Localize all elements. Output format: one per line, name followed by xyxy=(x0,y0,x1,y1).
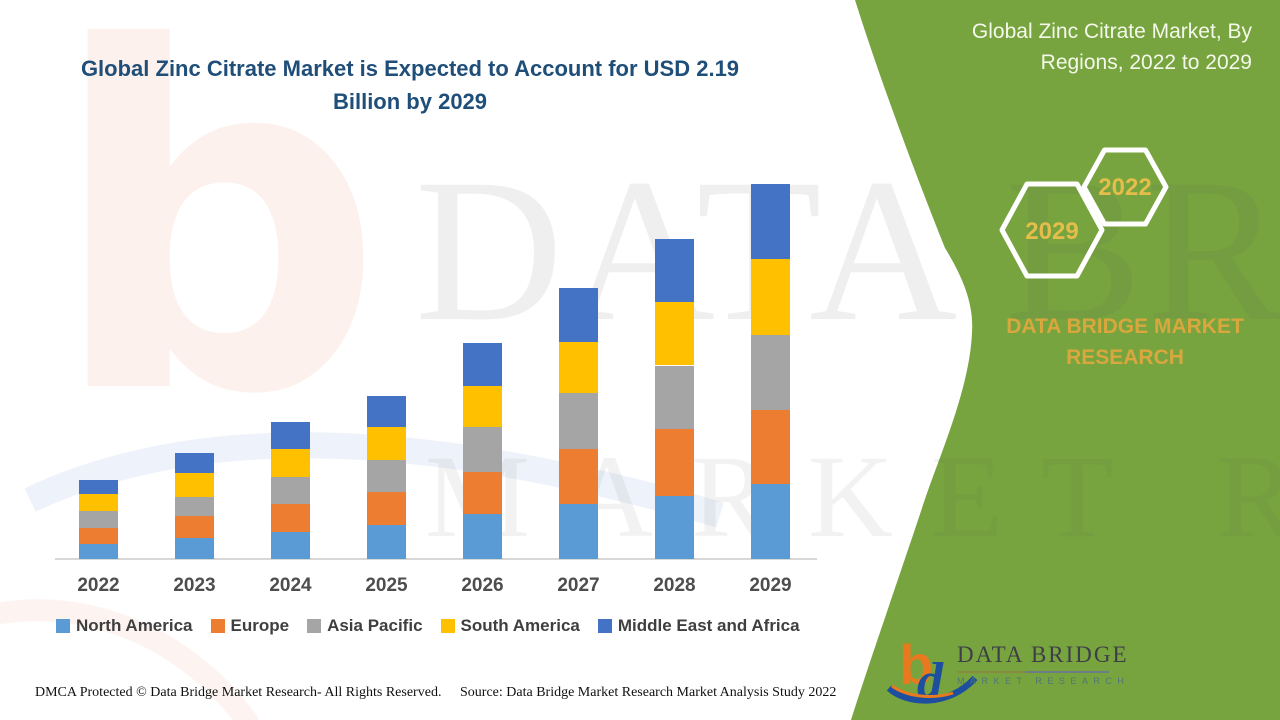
bar-segment-2024-middle-east-and-africa xyxy=(271,422,310,450)
bar-segment-2022-south-america xyxy=(79,493,118,512)
bar-segment-2028-middle-east-and-africa xyxy=(655,238,694,303)
logo-brand-text: DATA BRIDGE xyxy=(957,642,1129,667)
bar-segment-2023-europe xyxy=(175,516,214,539)
legend-swatch-icon xyxy=(56,619,70,633)
bar-segment-2026-asia-pacific xyxy=(463,427,502,472)
panel-title-line2: Regions, 2022 to 2029 xyxy=(1040,51,1252,74)
bar-segment-2024-europe xyxy=(271,504,310,532)
chart-title-line1: Global Zinc Citrate Market is Expected t… xyxy=(80,56,740,81)
bar-segment-2029-asia-pacific xyxy=(751,334,790,410)
legend-item-north-america: North America xyxy=(56,616,193,636)
footer-source: Source: Data Bridge Market Research Mark… xyxy=(460,685,837,700)
panel-title-line1: Global Zinc Citrate Market, By xyxy=(971,20,1252,43)
bar-segment-2027-asia-pacific xyxy=(559,392,598,450)
bar-segment-2022-north-america xyxy=(79,543,118,559)
bar-segment-2027-south-america xyxy=(559,341,598,393)
logo-underline xyxy=(957,671,1109,673)
bar-segment-2022-asia-pacific xyxy=(79,511,118,529)
bar-segment-2026-europe xyxy=(463,471,502,515)
bar-segment-2026-south-america xyxy=(463,386,502,428)
x-axis-label-2023: 2023 xyxy=(173,575,216,596)
bar-segment-2024-south-america xyxy=(271,449,310,477)
chart-title-line2: Billion by 2029 xyxy=(332,89,488,114)
bar-segment-2022-europe xyxy=(79,528,118,544)
legend-swatch-icon xyxy=(307,619,322,633)
footer-dmca: DMCA Protected © Data Bridge Market Rese… xyxy=(35,685,442,700)
bar-segment-2029-north-america xyxy=(751,483,790,559)
bar-segment-2028-north-america xyxy=(655,495,694,559)
legend-swatch-icon xyxy=(210,619,225,633)
legend: North America Europe Asia Pacific South Ame… xyxy=(56,616,800,636)
bar-segment-2026-north-america xyxy=(463,514,502,559)
chart-title: Global Zinc Citrate Market is Expected t… xyxy=(60,52,760,118)
year-hexagons: 2022 2029 xyxy=(999,147,1169,279)
hexagon-2022-label: 2022 xyxy=(1098,174,1151,201)
bar-segment-2024-asia-pacific xyxy=(271,476,310,505)
bar-segment-2027-europe xyxy=(559,449,598,505)
legend-item-middle-east-and-africa: Middle East and Africa xyxy=(597,616,800,636)
bar-segment-2023-middle-east-and-africa xyxy=(175,452,214,474)
bar-segment-2028-asia-pacific xyxy=(655,365,694,429)
legend-label: North America xyxy=(76,616,193,635)
hexagon-2029 xyxy=(999,181,1105,279)
bar-segment-2027-north-america xyxy=(559,504,598,559)
watermark-b-logo: b xyxy=(48,0,385,497)
logo-mark-icon: b d xyxy=(886,633,978,708)
x-axis-label-2029: 2029 xyxy=(749,575,792,596)
svg-text:b: b xyxy=(899,633,933,696)
bar-segment-2025-middle-east-and-africa xyxy=(367,396,406,428)
bar-segment-2025-europe xyxy=(367,492,406,525)
bar-segment-2023-asia-pacific xyxy=(175,497,214,517)
bar-segment-2027-middle-east-and-africa xyxy=(559,288,598,342)
bar-segment-2022-middle-east-and-africa xyxy=(79,480,118,494)
hexagon-2029-label: 2029 xyxy=(1025,218,1078,245)
legend-item-asia-pacific: Asia Pacific xyxy=(307,616,423,636)
bar-segment-2029-south-america xyxy=(751,259,790,335)
legend-swatch-icon xyxy=(440,619,455,633)
x-axis-label-2025: 2025 xyxy=(365,575,408,596)
legend-item-south-america: South America xyxy=(440,616,580,636)
bar-segment-2029-europe xyxy=(751,410,790,484)
data-bridge-logo: b d DATA BRIDGE MARKET RESEARCH xyxy=(883,630,1153,710)
x-axis-label-2024: 2024 xyxy=(269,575,312,596)
legend-item-europe: Europe xyxy=(210,616,290,636)
bar-segment-2025-asia-pacific xyxy=(367,459,406,493)
brand-text: DATA BRIDGE MARKET RESEARCH xyxy=(1006,315,1244,369)
logo-text-block: DATA BRIDGE MARKET RESEARCH xyxy=(957,642,1129,686)
x-axis-label-2026: 2026 xyxy=(461,575,504,596)
legend-label: Europe xyxy=(230,616,290,635)
bar-segment-2023-south-america xyxy=(175,473,214,498)
legend-label: Asia Pacific xyxy=(327,616,423,635)
bar-segment-2028-south-america xyxy=(655,302,694,366)
bar-segment-2024-north-america xyxy=(271,531,310,559)
bar-segment-2025-north-america xyxy=(367,524,406,559)
hexagon-2022 xyxy=(1081,147,1169,227)
x-axis-label-2027: 2027 xyxy=(557,575,600,596)
x-axis-line xyxy=(55,558,817,560)
x-axis-label-2028: 2028 xyxy=(653,575,696,596)
bar-segment-2023-north-america xyxy=(175,538,214,559)
x-axis-label-2022: 2022 xyxy=(77,575,120,596)
bar-segment-2028-europe xyxy=(655,428,694,496)
legend-swatch-icon xyxy=(597,619,612,633)
bar-segment-2029-middle-east-and-africa xyxy=(751,184,790,260)
logo-sub-text: MARKET RESEARCH xyxy=(957,676,1130,686)
legend-label: Middle East and Africa xyxy=(617,616,800,635)
legend-label: South America xyxy=(460,616,580,635)
panel-title: Global Zinc Citrate Market, By Regions, … xyxy=(890,16,1252,78)
bar-segment-2026-middle-east-and-africa xyxy=(463,343,502,387)
bar-segment-2025-south-america xyxy=(367,427,406,460)
